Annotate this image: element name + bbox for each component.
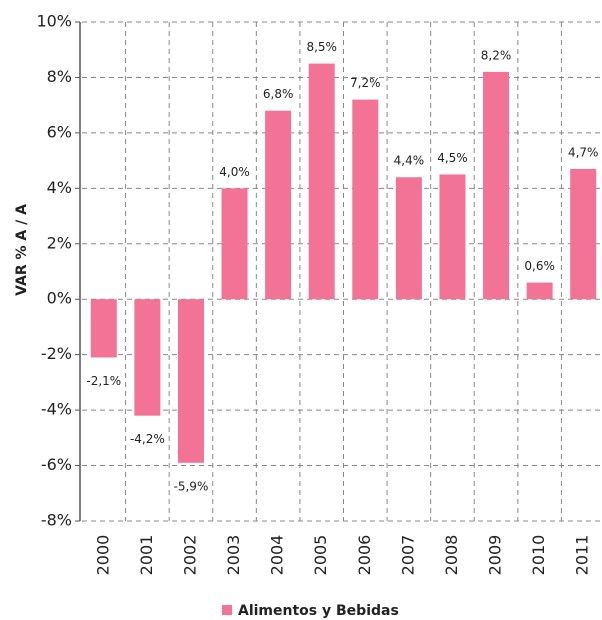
y-tick-label: 2%	[47, 233, 72, 252]
x-tick-label: 2003	[224, 535, 243, 576]
data-label: 4,5%	[437, 151, 468, 165]
data-label: 6,8%	[263, 87, 294, 101]
legend-swatch	[222, 605, 232, 615]
y-tick-label: 10%	[36, 12, 72, 31]
data-label: 4,0%	[219, 165, 250, 179]
data-label: 4,4%	[394, 154, 425, 168]
y-tick-label: -6%	[41, 455, 72, 474]
bar	[483, 71, 510, 300]
y-tick-label: -4%	[41, 400, 72, 419]
bar	[177, 299, 204, 463]
y-axis-label: VAR % A / A	[14, 204, 30, 296]
x-tick-label: 2001	[137, 535, 156, 576]
bar	[134, 299, 161, 416]
data-label: -2,1%	[86, 374, 121, 388]
y-tick-label: 4%	[47, 178, 72, 197]
bar	[570, 168, 597, 300]
data-label: -4,2%	[130, 432, 165, 446]
bar	[526, 282, 553, 300]
bar	[90, 299, 117, 358]
x-tick-label: 2008	[442, 535, 461, 576]
x-tick-label: 2007	[398, 535, 417, 576]
data-label: 8,2%	[481, 48, 512, 62]
x-tick-label: 2011	[573, 535, 592, 576]
x-tick-label: 2010	[529, 535, 548, 576]
y-tick-label: -8%	[41, 511, 72, 530]
bar	[395, 177, 422, 300]
y-tick-label: 6%	[47, 122, 72, 141]
data-label: 0,6%	[524, 259, 555, 273]
x-tick-label: 2000	[93, 535, 112, 576]
data-label: 7,2%	[350, 76, 381, 90]
data-label: 8,5%	[306, 40, 337, 54]
x-tick-label: 2009	[486, 535, 505, 576]
x-tick-label: 2006	[355, 535, 374, 576]
y-tick-label: 8%	[47, 67, 72, 86]
bar	[439, 174, 466, 300]
data-label: -5,9%	[174, 479, 209, 493]
bar	[265, 110, 292, 300]
legend-label: Alimentos y Bebidas	[238, 603, 399, 619]
bar	[221, 188, 248, 300]
bar	[308, 63, 335, 300]
y-tick-label: -2%	[41, 344, 72, 363]
bar	[352, 99, 379, 300]
y-tick-label: 0%	[47, 289, 72, 308]
x-tick-label: 2004	[268, 535, 287, 576]
x-tick-label: 2002	[180, 535, 199, 576]
x-tick-label: 2005	[311, 535, 330, 576]
data-label: 4,7%	[568, 145, 599, 159]
